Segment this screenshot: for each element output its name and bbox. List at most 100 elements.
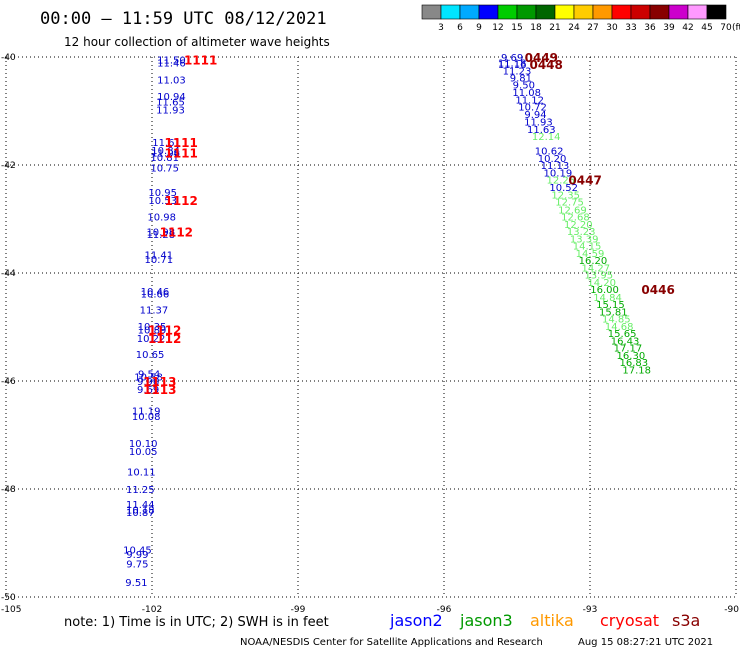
jason2-swh-label: 11.13: [541, 161, 570, 172]
jason3-swh-label: 13.95: [584, 271, 613, 282]
cryosat-time-label: 1113: [143, 383, 176, 397]
jason3-swh-label: 14.85: [602, 314, 631, 325]
jason3-swh-label: 12.20: [564, 220, 593, 231]
jason3-swh-label: 17.17: [614, 344, 643, 355]
legend-jason2: jason2: [389, 611, 443, 630]
legend-jason3: jason3: [459, 611, 513, 630]
satellite-legend: jason2 jason3 altika cryosat s3a: [389, 611, 700, 630]
jason2-swh-label: 9.69: [501, 53, 523, 64]
scale-swatch: [649, 4, 670, 20]
jason3-swh-label: 12.68: [561, 212, 590, 223]
scale-swatch: [478, 4, 499, 20]
x-tick-label: -90: [724, 605, 739, 615]
scale-swatch: [554, 4, 575, 20]
scale-label: 45: [701, 23, 712, 33]
jason3-swh-label: 12.35: [551, 191, 580, 202]
jason2-swh-label: 11.65: [156, 97, 185, 108]
jason2-swh-label: 11.93: [524, 117, 553, 128]
jason3-swh-label: 15.81: [599, 307, 628, 318]
jason3-swh-label: 14.59: [576, 249, 605, 260]
scale-swatch: [668, 4, 689, 20]
jason2-swh-label: 11.50: [157, 56, 186, 67]
jason2-swh-label: 10.18: [126, 506, 155, 517]
scale-label: 9: [476, 23, 482, 33]
jason3-swh-label: 14.68: [605, 322, 634, 333]
jason2-swh-label: 9.75: [126, 560, 148, 571]
jason3-swh-label: 16.00: [590, 285, 619, 296]
jason3-swh-label: 15.65: [608, 329, 637, 340]
jason2-swh-label: 10.10: [129, 439, 158, 450]
jason2-swh-label: 10.75: [150, 164, 179, 175]
jason2-swh-label: 10.46: [141, 287, 170, 298]
scale-swatch: [440, 4, 461, 20]
jason2-swh-label: 11.08: [512, 88, 541, 99]
jason3-swh-label: 15.15: [596, 300, 625, 311]
jason2-swh-label: 11.44: [126, 500, 155, 511]
scale-swatch: [630, 4, 651, 20]
jason2-swh-label: 10.71: [144, 255, 173, 266]
legend-cryosat: cryosat: [600, 611, 659, 630]
scale-label: 30: [606, 23, 618, 33]
scale-swatch: [592, 4, 613, 20]
cryosat-time-label: 1111: [164, 147, 197, 161]
scale-label: 39: [663, 23, 675, 33]
jason2-swh-label: 10.05: [129, 447, 158, 458]
jason3-swh-label: 12.25: [546, 176, 575, 187]
jason2-swh-label: 9.50: [513, 81, 535, 92]
scale-label: 33: [625, 23, 636, 33]
scale-swatch: [611, 4, 632, 20]
x-tick-label: -99: [291, 605, 306, 615]
cryosat-time-label: 1113: [143, 375, 176, 389]
s3a-time-label: 0449: [525, 51, 558, 65]
scale-label: 3: [438, 23, 444, 33]
jason2-swh-label: 11.61: [152, 138, 181, 149]
cryosat-time-label: 1111: [164, 136, 197, 150]
jason3-swh-label: 14.15: [573, 241, 602, 252]
scale-swatch: [535, 4, 556, 20]
s3a-time-label: 0448: [529, 58, 562, 72]
jason2-swh-label: 10.20: [538, 154, 567, 165]
jason2-swh-label: 11.41: [144, 251, 173, 262]
jason2-swh-label: 10.62: [535, 146, 564, 157]
jason2-swh-label: 11.28: [146, 230, 175, 241]
scale-swatch: [516, 4, 537, 20]
scale-label: 12: [492, 23, 503, 33]
jason2-swh-label: 9.99: [126, 550, 148, 561]
units-note: note: 1) Time is in UTC; 2) SWH is in fe…: [64, 615, 329, 630]
x-tick-label: -93: [583, 605, 598, 615]
y-tick-label: -44: [1, 269, 16, 279]
y-tick-label: -42: [1, 161, 16, 171]
jason3-swh-label: 16.83: [619, 358, 648, 369]
jason2-swh-label: 10.22: [137, 334, 166, 345]
time-labels: 1111111111111112111211121112111311130449…: [143, 51, 675, 397]
x-tick-label: -102: [142, 605, 162, 615]
scale-label: 70: [720, 23, 732, 33]
y-tick-label: -48: [1, 485, 16, 495]
data-points: 11.5011.4611.0310.9411.6511.9311.6110.84…: [123, 53, 651, 589]
scale-label: 21: [549, 23, 560, 33]
jason3-swh-label: 13.39: [570, 234, 599, 245]
jason3-swh-label: 12.14: [532, 132, 561, 143]
scale-swatch: [421, 4, 442, 20]
axis-tick-labels: -40 -42 -44 -46 -48 -50 -105 -102 -99 -96 -93 -90: [1, 53, 739, 615]
jason2-swh-label: 11.16: [498, 60, 527, 71]
scale-unit: (ft): [732, 23, 740, 33]
jason2-swh-label: 10.45: [123, 545, 152, 556]
x-tick-label: -105: [1, 605, 21, 615]
jason2-swh-label: 9.96: [137, 377, 159, 388]
jason2-swh-label: 10.66: [141, 290, 170, 301]
y-tick-label: -50: [1, 593, 16, 603]
jason2-swh-label: 11.03: [157, 76, 186, 87]
jason2-swh-label: 11.93: [156, 105, 185, 116]
jason2-swh-label: 11.37: [140, 306, 169, 317]
scale-swatch: [459, 4, 480, 20]
y-tick-label: -40: [1, 53, 16, 63]
jason3-swh-label: 16.43: [611, 337, 640, 348]
scale-label: 15: [511, 23, 522, 33]
scale-swatch: [687, 4, 708, 20]
scale-label: 24: [568, 23, 580, 33]
jason2-swh-label: 10.98: [147, 212, 176, 223]
jason2-swh-label: 10.58: [134, 373, 163, 384]
scale-swatch: [573, 4, 594, 20]
